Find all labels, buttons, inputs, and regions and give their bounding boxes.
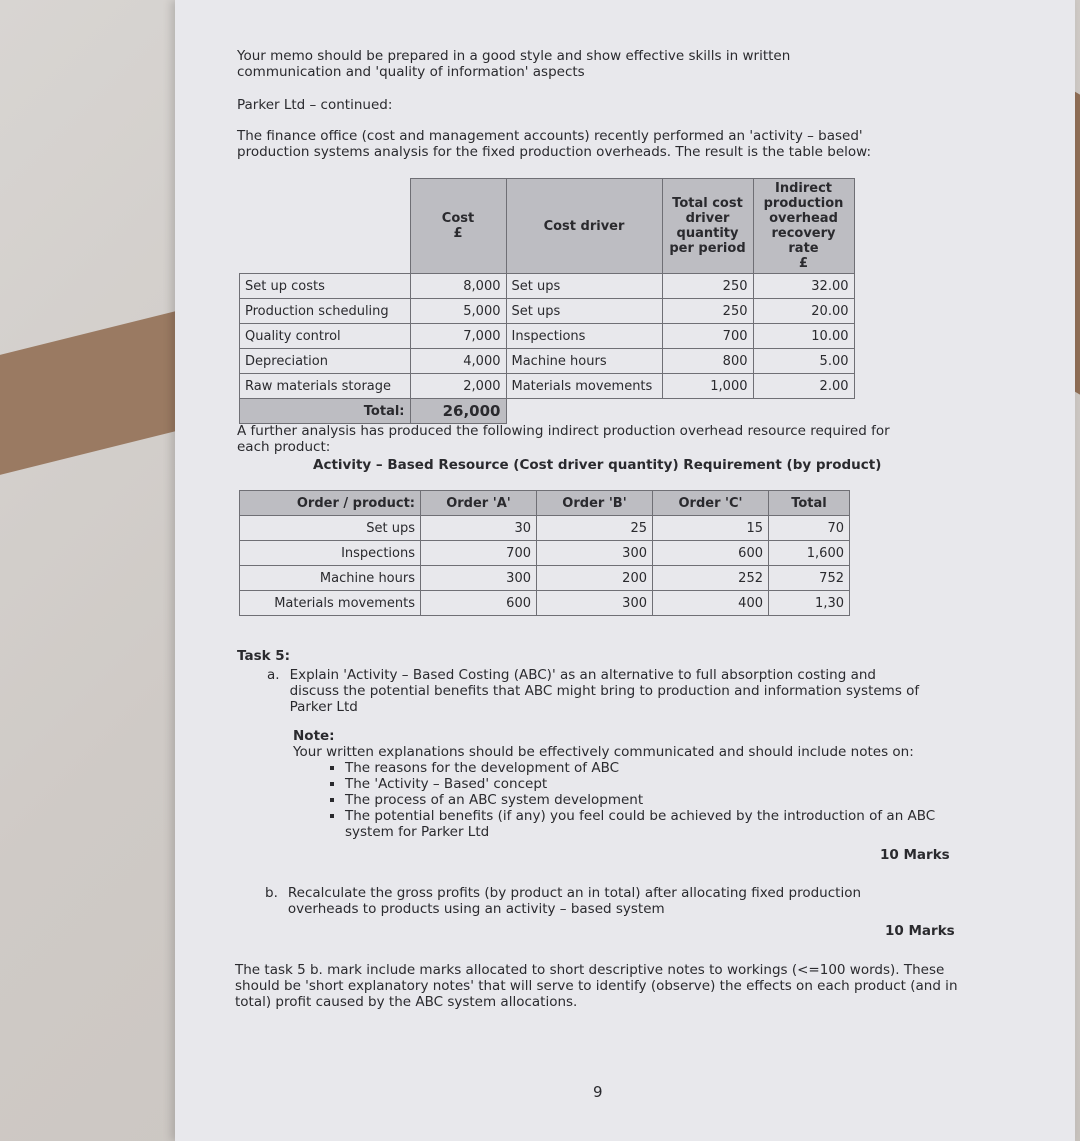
section-heading: Parker Ltd – continued: — [237, 97, 393, 113]
table-row: Set up costs 8,000 Set ups 250 32.00 — [239, 273, 855, 299]
task-b: b. Recalculate the gross profits (by prod… — [265, 885, 935, 917]
table-cell: 2,000 — [409, 373, 507, 399]
task-title: Task 5: — [237, 648, 291, 664]
table-row: Inspections 700 300 600 1,600 — [239, 540, 850, 566]
table-row: Quality control 7,000 Inspections 700 10.00 — [239, 323, 855, 349]
table-cell: a. — [267, 667, 280, 683]
table-cell: 25 — [536, 515, 653, 541]
table2-title: Activity – Based Resource (Cost driver q… — [313, 457, 882, 473]
table-cell: b. — [265, 885, 278, 901]
table-row: Materials movements 600 300 400 1,30 — [239, 590, 850, 616]
table-cell: 20.00 — [752, 298, 855, 324]
table-cell: 4,000 — [409, 348, 507, 374]
marks-b: 10 Marks — [885, 923, 955, 939]
table-cell: The 'Activity – Based' concept — [345, 776, 943, 792]
table-cell: 752 — [768, 565, 850, 591]
resource-table: Order / product: Order 'A' Order 'B' Ord… — [239, 490, 850, 616]
bullet-list: The reasons for the development of ABCTh… — [293, 760, 943, 840]
table-cell: Set ups — [505, 298, 663, 324]
table-cell: 5.00 — [752, 348, 855, 374]
table-cell: 32.00 — [752, 273, 855, 299]
col-cost: Cost £ — [409, 178, 507, 274]
table-cell: 7,000 — [409, 323, 507, 349]
table-cell: 300 — [420, 565, 537, 591]
table-cell: Order 'C' — [652, 490, 769, 516]
table-cell: 250 — [661, 298, 754, 324]
table-cell: 1,000 — [661, 373, 754, 399]
table-cell: Inspections — [239, 540, 421, 566]
table-cell: Your written explanations should be effe… — [293, 744, 914, 760]
overhead-table: Cost £ Cost driver Total cost driver qua… — [239, 178, 855, 424]
table-cell: Total: — [239, 398, 411, 424]
table-cell: 250 — [661, 273, 754, 299]
paragraph-1: The finance office (cost and management … — [237, 128, 871, 160]
table-cell: 8,000 — [409, 273, 507, 299]
table-cell: Total — [768, 490, 850, 516]
table-cell: The process of an ABC system development — [345, 792, 943, 808]
table-cell: Set ups — [505, 273, 663, 299]
table-cell: 252 — [652, 565, 769, 591]
table-row: Production scheduling 5,000 Set ups 250 20.0… — [239, 298, 855, 324]
table-cell: 2.00 — [752, 373, 855, 399]
table-cell: Production scheduling — [239, 298, 411, 324]
table-cell: 400 — [652, 590, 769, 616]
table-cell: Note: — [293, 728, 335, 744]
clipboard-edge — [0, 305, 200, 475]
table-cell: 1,600 — [768, 540, 850, 566]
table-cell: Materials movements — [505, 373, 663, 399]
table-cell: 5,000 — [409, 298, 507, 324]
table-cell: Explain 'Activity – Based Costing (ABC)'… — [289, 667, 920, 715]
table-cell: 700 — [661, 323, 754, 349]
table-cell: 600 — [420, 590, 537, 616]
table-cell: Order 'B' — [536, 490, 653, 516]
table-row: Machine hours 300 200 252 752 — [239, 565, 850, 591]
table-cell: 70 — [768, 515, 850, 541]
col-driver: Cost driver — [505, 178, 663, 274]
table-cell: Inspections — [505, 323, 663, 349]
table-cell: Materials movements — [239, 590, 421, 616]
total-row: Total: 26,000 — [239, 398, 855, 424]
table-cell: Order / product: — [239, 490, 421, 516]
table-cell: The reasons for the development of ABC — [345, 760, 943, 776]
table-cell: Depreciation — [239, 348, 411, 374]
table-cell: 30 — [420, 515, 537, 541]
table-cell: 26,000 — [409, 398, 507, 424]
table-cell: Recalculate the gross profits (by produc… — [287, 885, 862, 917]
table-cell: Machine hours — [239, 565, 421, 591]
table-row: Depreciation 4,000 Machine hours 800 5.00 — [239, 348, 855, 374]
col-rate: Indirect production overhead recovery ra… — [752, 178, 855, 274]
table-cell: Set up costs — [239, 273, 411, 299]
table-row: Raw materials storage 2,000 Materials move… — [239, 373, 855, 399]
task-a: a. Explain 'Activity – Based Costing (ABC… — [267, 667, 927, 715]
table-cell: 10.00 — [752, 323, 855, 349]
table-cell: 15 — [652, 515, 769, 541]
document-page: Your memo should be prepared in a good s… — [175, 0, 1075, 1141]
marks-a: 10 Marks — [880, 847, 950, 863]
table-cell: 1,30 — [768, 590, 850, 616]
table-cell: Raw materials storage — [239, 373, 411, 399]
table-cell: 800 — [661, 348, 754, 374]
table-cell: 600 — [652, 540, 769, 566]
table-cell: The potential benefits (if any) you feel… — [345, 808, 943, 840]
page-number: 9 — [593, 1083, 603, 1101]
table-cell: Machine hours — [505, 348, 663, 374]
table-cell: 200 — [536, 565, 653, 591]
table-cell: 300 — [536, 590, 653, 616]
paragraph-2: A further analysis has produced the foll… — [237, 423, 890, 455]
table-row: Set ups 30 25 15 70 — [239, 515, 850, 541]
col-qty: Total cost driver quantity per period — [661, 178, 754, 274]
table-cell: Quality control — [239, 323, 411, 349]
table-cell: 700 — [420, 540, 537, 566]
table-cell: Order 'A' — [420, 490, 537, 516]
intro-text: Your memo should be prepared in a good s… — [237, 48, 791, 80]
table-cell: Set ups — [239, 515, 421, 541]
table-cell: 300 — [536, 540, 653, 566]
note-block: Note: Your written explanations should b… — [293, 728, 943, 840]
closing-paragraph: The task 5 b. mark include marks allocat… — [235, 962, 958, 1010]
